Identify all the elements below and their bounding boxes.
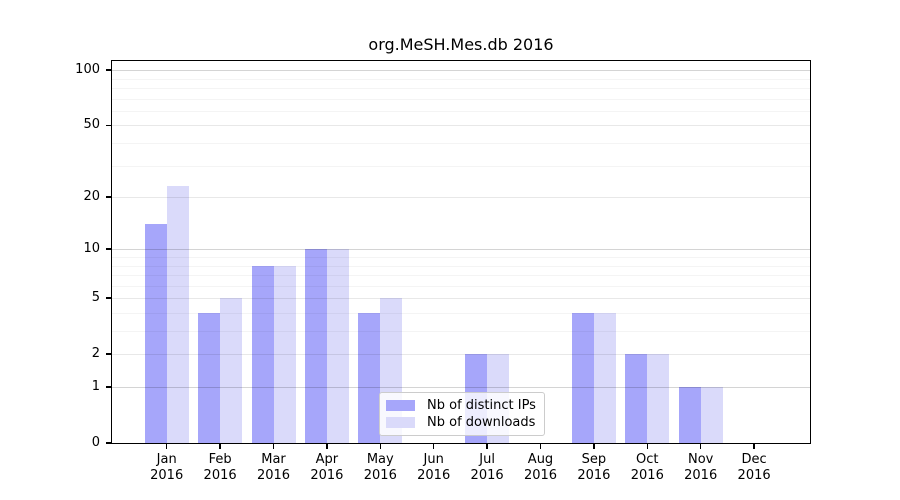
x-tick-label-jan: Jan 2016 bbox=[150, 452, 184, 483]
x-tick-aug bbox=[539, 444, 542, 449]
plot-area-border bbox=[111, 60, 811, 444]
x-tick-label-dec: Dec 2016 bbox=[737, 452, 771, 483]
x-tick-label-jul: Jul 2016 bbox=[470, 452, 504, 483]
gridline-y-8 bbox=[112, 265, 810, 267]
bar-nb-of-distinct-ips-feb bbox=[198, 312, 221, 443]
gridline-y-4 bbox=[112, 312, 810, 314]
gridline-y-90 bbox=[112, 78, 810, 80]
x-tick-feb bbox=[219, 444, 221, 449]
y-tick-label-1: 1 bbox=[91, 379, 100, 394]
bar-nb-of-downloads-mar bbox=[273, 265, 296, 443]
x-tick-mar bbox=[272, 444, 275, 449]
x-tick-jun bbox=[432, 444, 435, 449]
x-tick-sep bbox=[593, 444, 595, 449]
legend-item-distinct-ips: Nb of distinct IPs bbox=[386, 398, 544, 413]
y-tick-5 bbox=[106, 297, 112, 299]
gridline-y-20 bbox=[112, 197, 810, 198]
gridline-y-10 bbox=[112, 249, 810, 251]
x-tick-may bbox=[379, 444, 382, 449]
x-tick-label-nov: Nov 2016 bbox=[684, 452, 718, 483]
bar-nb-of-downloads-feb bbox=[220, 298, 243, 443]
y-tick-100 bbox=[106, 69, 112, 71]
gridline-y-6 bbox=[112, 285, 810, 287]
gridline-y-30 bbox=[112, 165, 810, 167]
bar-nb-of-distinct-ips-jan bbox=[144, 224, 167, 443]
y-tick-2 bbox=[106, 353, 112, 355]
bar-nb-of-downloads-oct bbox=[647, 354, 670, 443]
y-tick-label-20: 20 bbox=[83, 189, 100, 204]
y-tick-50 bbox=[106, 124, 112, 127]
bar-nb-of-downloads-jan bbox=[166, 186, 189, 443]
x-tick-dec bbox=[753, 444, 755, 449]
y-tick-20 bbox=[106, 196, 112, 198]
gridline-y-70 bbox=[112, 98, 810, 100]
bar-nb-of-distinct-ips-nov bbox=[678, 387, 701, 443]
x-tick-label-feb: Feb 2016 bbox=[203, 452, 237, 483]
gridline-y-50 bbox=[112, 125, 810, 127]
x-tick-jul bbox=[486, 444, 488, 449]
bar-nb-of-downloads-nov bbox=[700, 387, 723, 443]
x-tick-jan bbox=[165, 444, 168, 449]
gridline-y-1 bbox=[112, 387, 810, 388]
bar-nb-of-distinct-ips-sep bbox=[571, 312, 594, 443]
bar-nb-of-downloads-apr bbox=[326, 249, 349, 443]
y-tick-label-50: 50 bbox=[83, 117, 100, 133]
y-tick-label-0: 0 bbox=[91, 435, 100, 450]
legend-label-downloads: Nb of downloads bbox=[427, 415, 536, 430]
x-tick-label-aug: Aug 2016 bbox=[523, 452, 558, 483]
gridline-y-5 bbox=[112, 298, 810, 300]
legend-item-downloads: Nb of downloads bbox=[386, 415, 544, 430]
legend: Nb of distinct IPs Nb of downloads bbox=[379, 392, 545, 436]
bar-nb-of-distinct-ips-may bbox=[358, 312, 381, 443]
x-tick-apr bbox=[326, 444, 328, 449]
gridline-y-9 bbox=[112, 256, 810, 258]
chart-title: org.MeSH.Mes.db 2016 bbox=[368, 35, 554, 54]
gridline-y-100 bbox=[112, 70, 810, 72]
x-tick-oct bbox=[646, 444, 649, 449]
gridline-y-7 bbox=[112, 275, 810, 276]
y-tick-label-10: 10 bbox=[83, 241, 100, 257]
legend-swatch-downloads bbox=[386, 417, 415, 428]
y-tick-10 bbox=[106, 248, 112, 250]
x-tick-label-apr: Apr 2016 bbox=[310, 452, 344, 483]
gridline-y-40 bbox=[112, 142, 810, 144]
bar-nb-of-distinct-ips-oct bbox=[625, 354, 648, 443]
x-tick-label-may: May 2016 bbox=[363, 452, 397, 483]
bar-nb-of-distinct-ips-mar bbox=[251, 265, 274, 443]
bar-nb-of-downloads-sep bbox=[593, 312, 616, 443]
bar-nb-of-distinct-ips-apr bbox=[304, 249, 327, 443]
legend-label-distinct-ips: Nb of distinct IPs bbox=[427, 398, 536, 413]
gridline-y-3 bbox=[112, 331, 810, 332]
legend-swatch-distinct-ips bbox=[386, 400, 415, 411]
gridline-y-80 bbox=[112, 87, 810, 89]
y-tick-label-5: 5 bbox=[91, 290, 100, 306]
y-tick-1 bbox=[106, 386, 112, 388]
gridline-y-60 bbox=[112, 110, 810, 112]
x-tick-label-oct: Oct 2016 bbox=[630, 452, 664, 483]
y-tick-0 bbox=[106, 442, 112, 444]
x-tick-label-jun: Jun 2016 bbox=[417, 452, 451, 483]
x-tick-label-sep: Sep 2016 bbox=[577, 452, 611, 483]
gridline-y-2 bbox=[112, 354, 810, 356]
x-tick-label-mar: Mar 2016 bbox=[256, 452, 291, 483]
y-tick-label-2: 2 bbox=[91, 346, 100, 362]
x-tick-nov bbox=[699, 444, 702, 449]
y-tick-label-100: 100 bbox=[75, 62, 100, 78]
